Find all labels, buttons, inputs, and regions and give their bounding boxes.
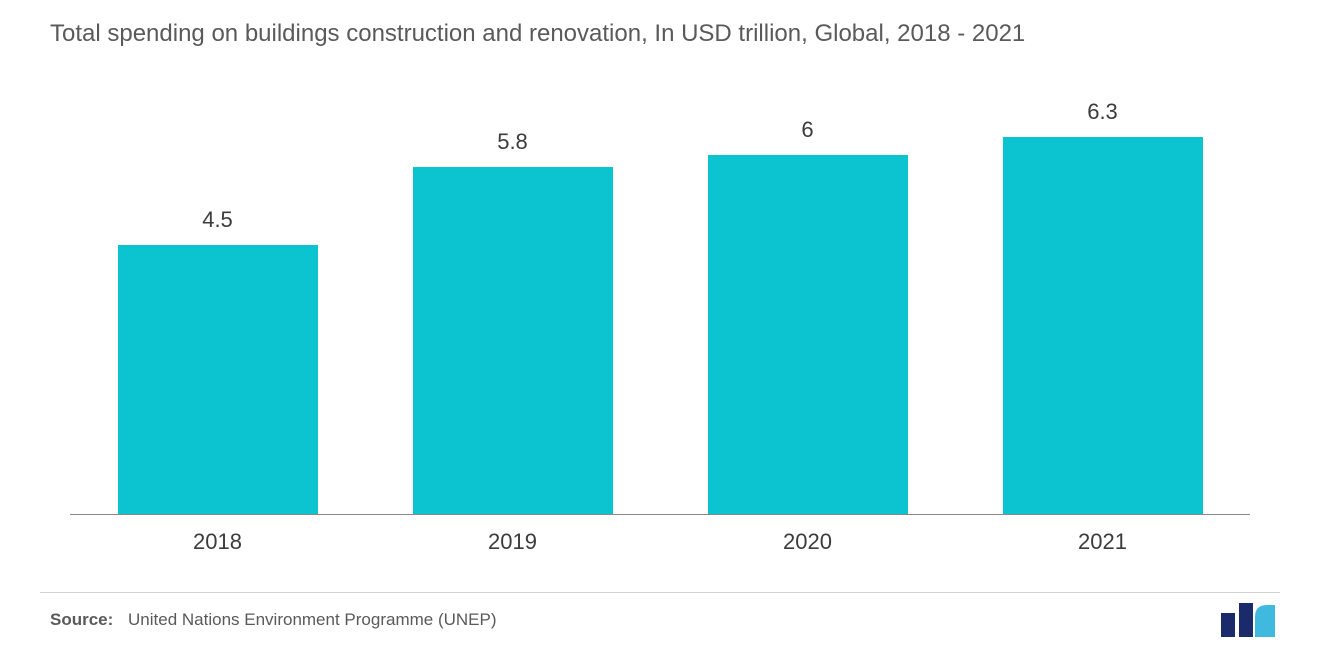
bar-group: 5.8 (365, 90, 660, 515)
bar-group: 4.5 (70, 90, 365, 515)
brand-logo (1219, 603, 1275, 637)
bar-group: 6.3 (955, 90, 1250, 515)
source-label: Source: (50, 610, 113, 629)
source-line: Source: United Nations Environment Progr… (50, 610, 497, 630)
bar-value-label: 6 (801, 117, 813, 143)
logo-bar-2 (1239, 603, 1253, 637)
logo-bar-1 (1221, 613, 1235, 637)
bar-value-label: 4.5 (202, 207, 233, 233)
chart-title: Total spending on buildings construction… (50, 20, 1280, 48)
chart-container: Total spending on buildings construction… (40, 20, 1280, 625)
source-text: United Nations Environment Programme (UN… (128, 610, 496, 629)
x-axis-labels: 2018201920202021 (70, 529, 1250, 555)
footer-rule (40, 592, 1280, 593)
bar-group: 6 (660, 90, 955, 515)
x-axis-label: 2021 (955, 529, 1250, 555)
bar (1003, 137, 1203, 515)
x-axis-label: 2018 (70, 529, 365, 555)
bar (118, 245, 318, 515)
bar-value-label: 5.8 (497, 129, 528, 155)
x-axis-label: 2019 (365, 529, 660, 555)
bar (708, 155, 908, 515)
bar-value-label: 6.3 (1087, 99, 1118, 125)
bar (413, 167, 613, 515)
x-axis-line (70, 514, 1250, 515)
plot-area: 4.5 5.8 6 6.3 (70, 90, 1250, 515)
x-axis-label: 2020 (660, 529, 955, 555)
logo-accent (1255, 605, 1275, 637)
